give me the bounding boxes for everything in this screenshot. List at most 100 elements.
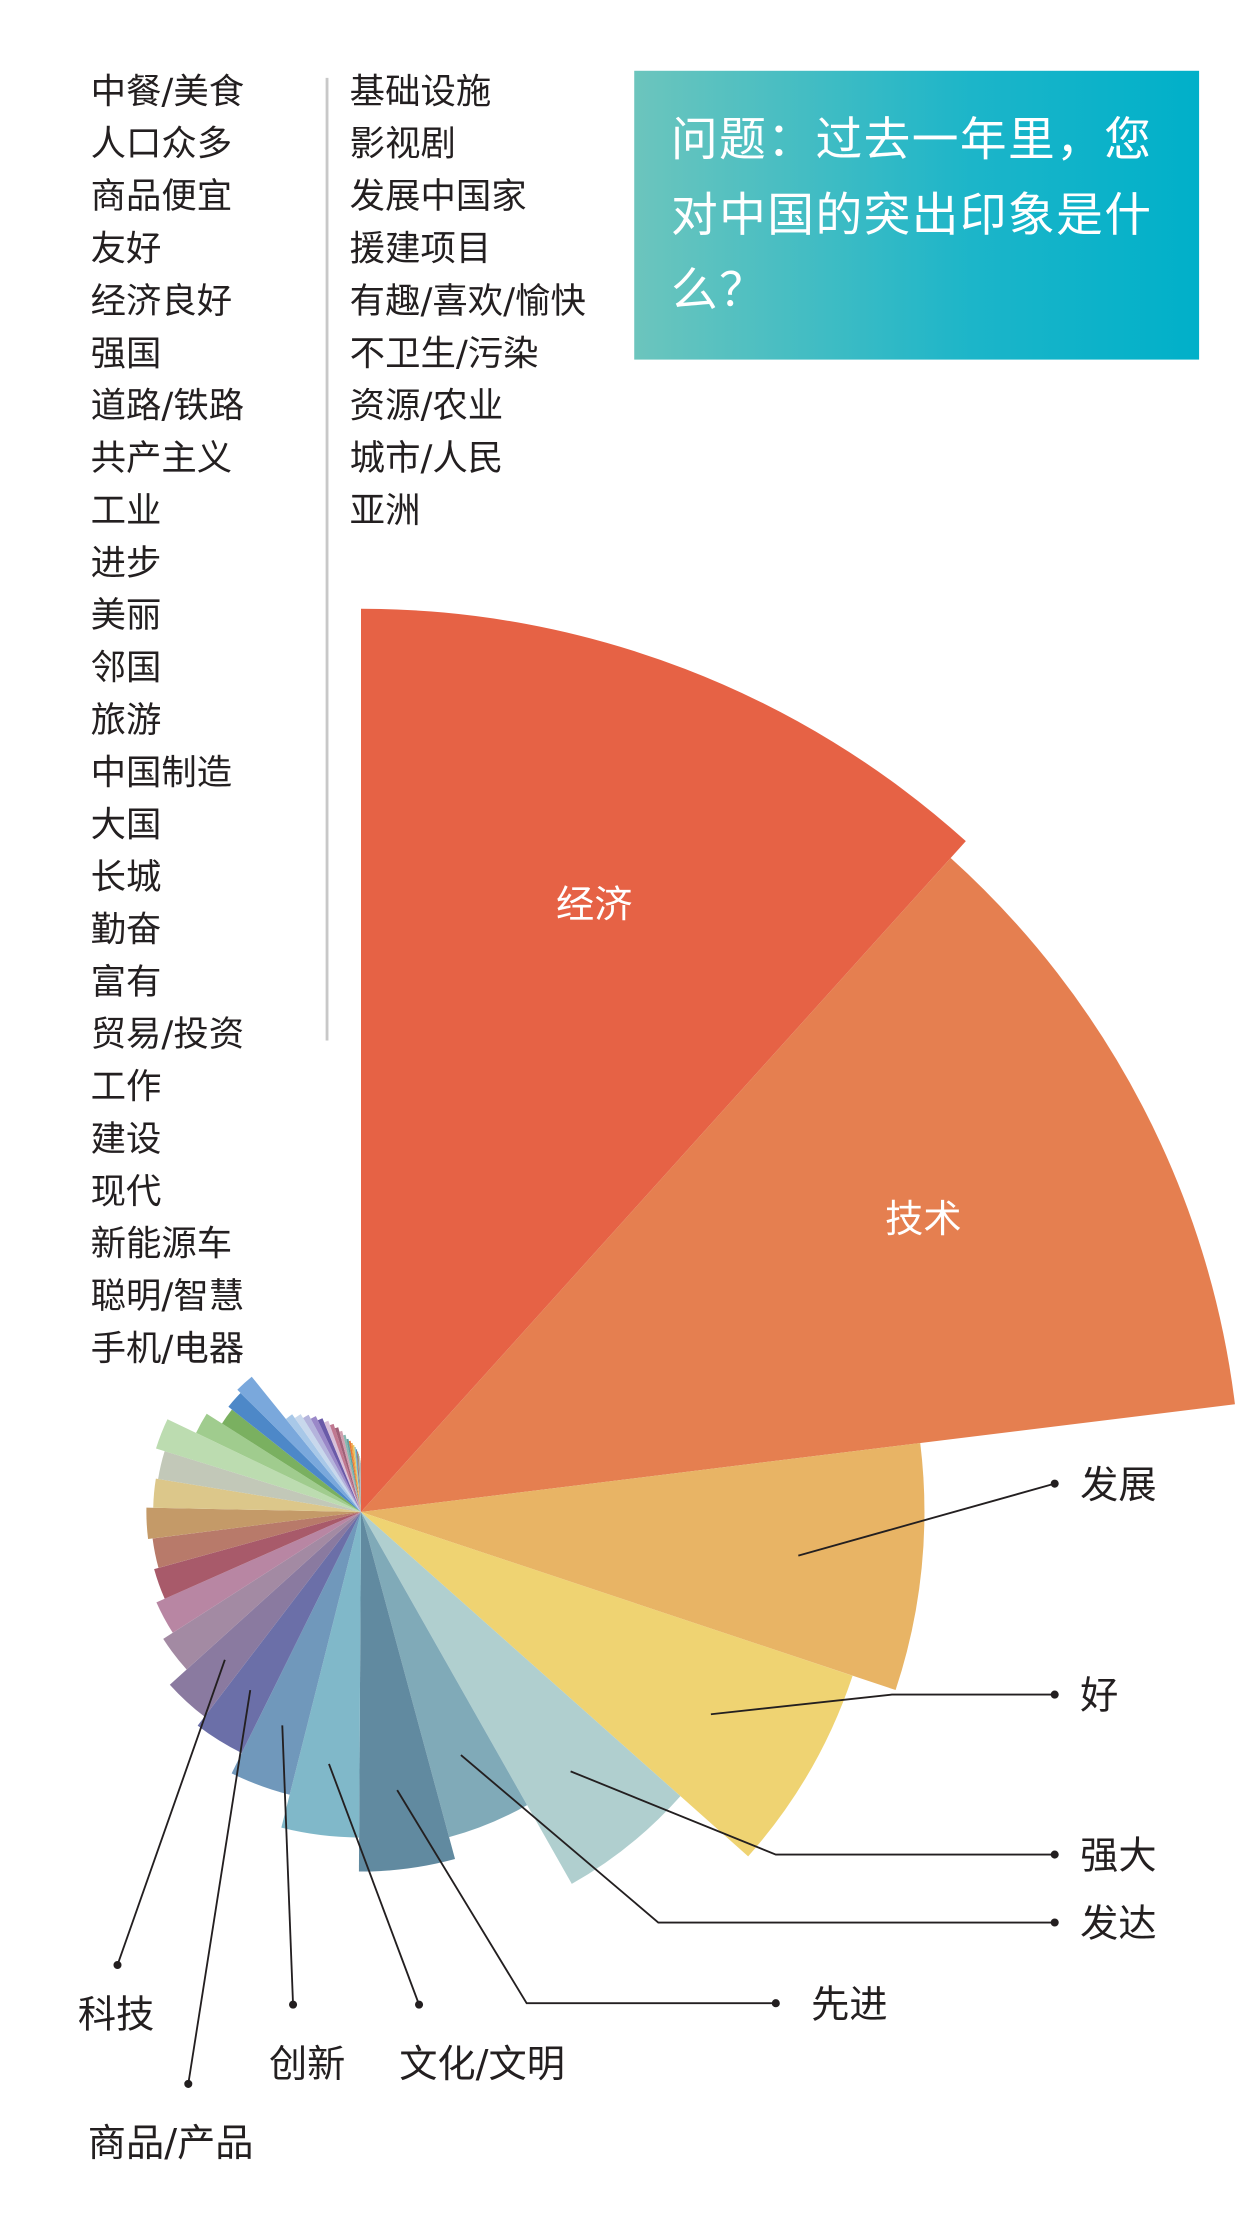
leader-line	[328, 1763, 420, 2005]
slice-label: 文化/文明	[399, 2043, 565, 2087]
slice-大国	[303, 1414, 362, 1512]
slice-label: 技术	[885, 1198, 961, 1242]
question-box: 问题：过去一年里，您对中国的突出印象是什么？	[634, 70, 1200, 360]
slice-新能源车	[346, 1438, 362, 1512]
slice-label: 好	[1080, 1675, 1118, 1719]
legend-item: 共产主义	[90, 437, 233, 479]
slice-勤奋	[317, 1418, 362, 1512]
legend-item: 大国	[90, 804, 162, 846]
legend-item: 强国	[90, 332, 162, 374]
legend-item: 美丽	[90, 594, 162, 636]
legend-item: 长城	[90, 856, 162, 898]
slice-援建项目	[357, 1451, 362, 1512]
leader-line	[798, 1482, 1055, 1557]
legend-item: 有趣/喜欢/愉快	[349, 280, 586, 322]
slice-经济	[361, 608, 966, 1512]
leader-line	[460, 1754, 1055, 1924]
legend-item: 亚洲	[349, 489, 421, 531]
legend-item: 资源/农业	[349, 385, 504, 427]
leader-dot	[113, 1960, 122, 1970]
slice-友好	[152, 1511, 362, 1568]
leader-dot	[415, 2000, 424, 2009]
legend-item: 不卫生/污染	[349, 332, 539, 374]
legend-item: 中餐/美食	[90, 70, 245, 112]
slice-强大	[361, 1511, 681, 1884]
leader-dot	[184, 2079, 193, 2088]
leader-dot	[1050, 1690, 1059, 1699]
legend-item: 发展中国家	[349, 175, 527, 217]
leader-line	[710, 1693, 1055, 1716]
slice-影视剧	[354, 1447, 362, 1512]
legend-item: 中国制造	[90, 751, 233, 793]
legend-item: 勤奋	[90, 908, 162, 950]
legend-item: 旅游	[90, 699, 162, 741]
legend-item: 贸易/投资	[90, 1013, 245, 1055]
slice-中餐/美食	[163, 1511, 362, 1670]
slice-资源/农业	[359, 1458, 362, 1512]
legend-item: 邻国	[90, 646, 162, 689]
slice-创新	[231, 1511, 362, 1795]
slice-道路/铁路	[158, 1451, 362, 1512]
slice-label: 经济	[556, 884, 632, 928]
slice-强国	[153, 1478, 362, 1512]
slice-label: 商品/产品	[88, 2122, 254, 2166]
leader-dot	[1050, 1850, 1059, 1859]
legend-item: 经济良好	[90, 280, 233, 322]
slice-长城	[310, 1416, 362, 1512]
leader-line	[116, 1659, 226, 1966]
slice-工业	[196, 1413, 362, 1512]
legend-item: 工作	[90, 1066, 162, 1108]
slice-技术	[361, 857, 1235, 1512]
leader-dot	[1050, 1918, 1059, 1927]
legend-column-2: 基础设施 影视剧 发展中国家 援建项目 有趣/喜欢/愉快 不卫生/污染 资源/农业 城市/人民…	[350, 65, 586, 536]
legend-item: 新能源车	[90, 1223, 233, 1265]
legend-item: 城市/人民	[349, 437, 504, 479]
slice-手机/电器	[350, 1442, 362, 1512]
slice-label: 科技	[78, 1993, 154, 2037]
legend-item: 手机/电器	[90, 1327, 245, 1369]
question-title: 问题：过去一年里，您对中国的突出印象是什么？	[671, 111, 1153, 318]
slice-label: 创新	[269, 2043, 345, 2087]
legend-item: 富有	[90, 961, 162, 1003]
slice-商品/产品	[197, 1511, 362, 1754]
slice-先进	[358, 1511, 456, 1872]
slice-工作	[334, 1427, 362, 1512]
leader-dot	[771, 1999, 780, 2008]
legend-item: 基础设施	[349, 70, 492, 112]
slice-进步	[221, 1409, 362, 1512]
slice-文化/文明	[281, 1511, 362, 1838]
slice-label: 发达	[1080, 1903, 1156, 1947]
legend-item: 聪明/智慧	[90, 1275, 245, 1317]
leader-line	[396, 1789, 776, 2005]
slice-label: 先进	[811, 1983, 887, 2027]
legend-item: 道路/铁路	[90, 385, 245, 427]
legend-item: 现代	[90, 1170, 162, 1212]
legend-item: 影视剧	[349, 123, 456, 165]
legend-item: 人口众多	[90, 123, 233, 165]
legend-column-1: 中餐/美食 人口众多 商品便宜 友好 经济良好 强国 道路/铁路 共产主义 工业 进步 美丽 邻国 旅游…	[91, 65, 245, 1375]
legend-divider	[325, 77, 328, 1041]
slice-基础设施	[352, 1444, 362, 1512]
leader-line	[570, 1770, 1055, 1856]
slice-商品便宜	[154, 1511, 362, 1599]
slice-label: 发展	[1080, 1464, 1156, 1508]
slice-中国制造	[294, 1414, 362, 1512]
leader-line	[187, 1690, 252, 2085]
slice-不卫生/污染	[359, 1455, 362, 1512]
slice-label: 强大	[1080, 1835, 1156, 1879]
slice-现代	[343, 1434, 362, 1512]
slice-人口众多	[156, 1511, 362, 1633]
slice-经济良好	[146, 1507, 362, 1540]
slice-富有	[324, 1420, 362, 1512]
legend-item: 商品便宜	[90, 175, 233, 217]
leader-dot	[289, 2000, 298, 2009]
slice-美丽	[228, 1392, 362, 1512]
legend-item: 进步	[90, 542, 162, 584]
slice-旅游	[285, 1414, 362, 1512]
slice-发展	[361, 1443, 925, 1691]
slice-科技	[169, 1511, 362, 1717]
slice-发达	[361, 1511, 528, 1838]
legend-item: 友好	[90, 227, 162, 269]
